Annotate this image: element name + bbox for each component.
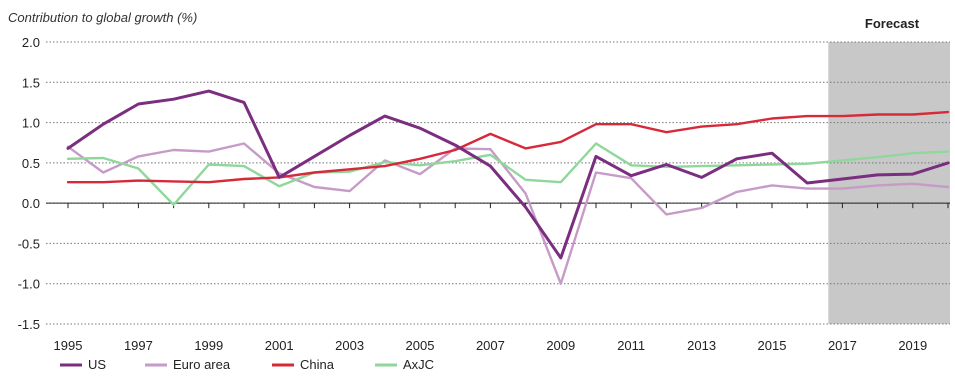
x-tick-label: 1997 bbox=[124, 338, 153, 353]
x-tick-label: 2013 bbox=[687, 338, 716, 353]
x-tick-label: 2005 bbox=[406, 338, 435, 353]
x-tick-label: 2003 bbox=[335, 338, 364, 353]
x-tick-label: 2011 bbox=[617, 338, 645, 353]
y-tick-label: 2.0 bbox=[22, 35, 40, 50]
x-tick-label: 2019 bbox=[898, 338, 927, 353]
x-tick-label: 1999 bbox=[194, 338, 223, 353]
y-axis-title: Contribution to global growth (%) bbox=[8, 10, 197, 25]
legend-label-euro-area: Euro area bbox=[173, 357, 231, 372]
legend-label-us: US bbox=[88, 357, 106, 372]
y-tick-label: -0.5 bbox=[18, 236, 40, 251]
y-tick-label: 0.0 bbox=[22, 196, 40, 211]
forecast-label: Forecast bbox=[865, 16, 920, 31]
y-tick-label: 1.0 bbox=[22, 116, 40, 131]
x-tick-label: 2001 bbox=[265, 338, 294, 353]
x-tick-label: 2017 bbox=[828, 338, 857, 353]
y-tick-label: -1.5 bbox=[18, 317, 40, 332]
y-tick-label: 1.5 bbox=[22, 75, 40, 90]
x-tick-label: 1995 bbox=[54, 338, 83, 353]
series-line-us bbox=[66, 89, 950, 260]
x-tick-label: 2015 bbox=[758, 338, 787, 353]
legend-label-axjc: AxJC bbox=[403, 357, 434, 372]
series-line-euro-area bbox=[66, 142, 950, 285]
y-tick-label: 0.5 bbox=[22, 156, 40, 171]
series-line-china bbox=[66, 110, 950, 184]
x-tick-label: 2007 bbox=[476, 338, 505, 353]
legend-label-china: China bbox=[300, 357, 335, 372]
x-tick-label: 2009 bbox=[546, 338, 575, 353]
series-line-axjc bbox=[66, 142, 950, 207]
y-tick-label: -1.0 bbox=[18, 277, 40, 292]
forecast-shading bbox=[828, 42, 950, 324]
plot-area: 2.0 1.5 1.0 0.5 0.0 -0.5 -1.0 -1.5 1995 1997 1999 2… bbox=[18, 35, 950, 353]
